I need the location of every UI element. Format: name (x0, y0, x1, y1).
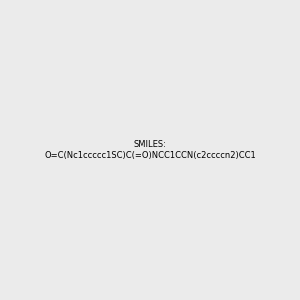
Text: SMILES:
O=C(Nc1ccccc1SC)C(=O)NCC1CCN(c2ccccn2)CC1: SMILES: O=C(Nc1ccccc1SC)C(=O)NCC1CCN(c2c… (44, 140, 256, 160)
